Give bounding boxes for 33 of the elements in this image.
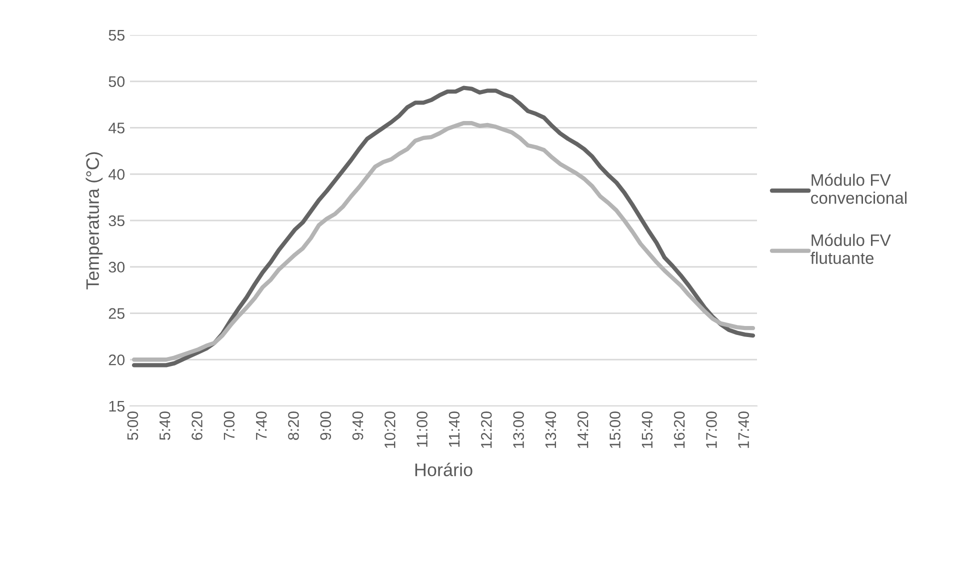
x-tick-label: 6:20: [192, 411, 202, 440]
y-tick-label: 35: [108, 215, 124, 226]
y-tick-label: 15: [109, 401, 124, 412]
y-tick-label: 25: [108, 308, 124, 319]
legend-label: Módulo FV convencional: [811, 173, 907, 204]
x-tick-label: 7:40: [256, 411, 267, 440]
x-tick-label: 7:00: [224, 411, 235, 440]
x-axis-title: Horário: [415, 462, 472, 476]
x-tick-label: 10:20: [384, 411, 396, 448]
x-tick-label: 11:40: [448, 411, 460, 447]
x-tick-label: 8:20: [288, 411, 299, 440]
y-tick-label: 50: [108, 76, 125, 88]
x-tick-label: 16:20: [674, 411, 685, 448]
x-tick-label: 15:00: [610, 411, 620, 448]
y-axis-title: Temperatura (°C): [86, 152, 103, 290]
x-tick-label: 9:00: [320, 411, 332, 440]
x-tick-label: 17:40: [738, 411, 750, 448]
x-tick-label: 17:00: [706, 411, 717, 448]
x-tick-label: 11:00: [416, 411, 428, 447]
x-tick-label: 12:20: [480, 411, 492, 448]
x-tick-label: 5:40: [159, 411, 170, 440]
x-tick-label: 15:40: [642, 411, 653, 448]
x-tick-label: 5:00: [127, 411, 138, 440]
x-tick-label: 14:20: [577, 411, 588, 448]
legend-label: Módulo FV flutuante: [810, 234, 891, 264]
y-tick-label: 45: [108, 122, 124, 134]
y-tick-label: 20: [108, 354, 125, 366]
y-tick-label: 55: [108, 30, 124, 41]
x-tick-label: 13:00: [513, 411, 524, 448]
x-tick-label: 9:40: [352, 411, 364, 440]
x-tick-label: 13:40: [545, 411, 556, 448]
y-tick-label: 40: [108, 168, 125, 180]
y-tick-label: 30: [108, 262, 125, 273]
